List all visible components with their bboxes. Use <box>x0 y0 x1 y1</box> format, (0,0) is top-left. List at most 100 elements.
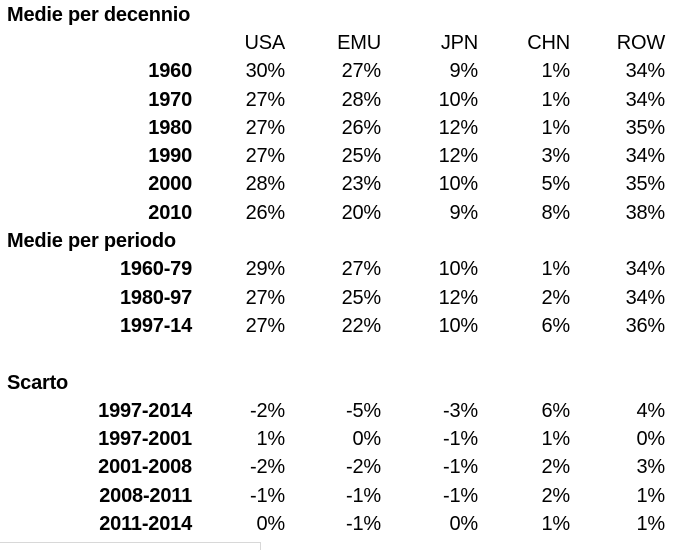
row-label: 1997-14 <box>120 314 192 337</box>
section-title-medie-per-periodo: Medie per periodo <box>7 230 176 253</box>
table-row: 2001-2008 -2% -2% -1% 2% 3% <box>0 454 694 482</box>
row-label: 2011-2014 <box>99 512 192 535</box>
cell-value: 26% <box>341 116 382 139</box>
row-label: 2008-2011 <box>99 484 192 507</box>
column-header-chn: CHN <box>527 31 570 54</box>
row-label: 1990 <box>148 145 192 168</box>
table-row: 1980-97 27% 25% 12% 2% 34% <box>0 284 694 312</box>
table-row: Medie per periodo <box>0 227 694 255</box>
cell-value: 1% <box>541 60 570 83</box>
cell-value: 10% <box>438 173 479 196</box>
row-label: 2010 <box>148 201 192 224</box>
cell-value: 10% <box>438 314 479 337</box>
cell-value: 28% <box>245 173 286 196</box>
cell-value: 12% <box>438 145 479 168</box>
cell-value: 4% <box>636 399 665 422</box>
cell-value: 38% <box>625 201 666 224</box>
cell-value: -1% <box>346 484 381 507</box>
cell-value: 27% <box>341 258 382 281</box>
cell-value: 34% <box>625 145 666 168</box>
cell-value: 6% <box>541 399 570 422</box>
cell-value: 0% <box>256 512 285 535</box>
table-row: 1970 27% 28% 10% 1% 34% <box>0 86 694 114</box>
cell-value: 1% <box>256 428 285 451</box>
cell-value: 25% <box>341 286 382 309</box>
table-row: Scarto <box>0 369 694 397</box>
table-row: 2008-2011 -1% -1% -1% 2% 1% <box>0 482 694 510</box>
cell-value: 9% <box>449 60 478 83</box>
cell-value: -1% <box>443 456 478 479</box>
row-label: 1997-2001 <box>98 428 192 451</box>
section-title-scarto: Scarto <box>7 371 69 394</box>
cell-value: -1% <box>443 428 478 451</box>
cell-value: 3% <box>541 145 570 168</box>
cell-value: 36% <box>625 314 666 337</box>
cell-value: -2% <box>250 399 285 422</box>
cell-value: 0% <box>352 428 381 451</box>
table-row: 1997-2001 1% 0% -1% 1% 0% <box>0 425 694 453</box>
table-row: 1960-79 29% 27% 10% 1% 34% <box>0 256 694 284</box>
row-label: 1980 <box>148 116 192 139</box>
cell-value: 12% <box>438 286 479 309</box>
cell-value: 28% <box>341 88 382 111</box>
row-label: 1970 <box>148 88 192 111</box>
cell-value: 1% <box>541 258 570 281</box>
cell-value: 5% <box>541 173 570 196</box>
cell-value: 10% <box>438 258 479 281</box>
cell-border-fragment-vertical <box>260 542 261 550</box>
cell-value: 35% <box>625 116 666 139</box>
cell-value: 12% <box>438 116 479 139</box>
row-label: 2000 <box>148 173 192 196</box>
column-header-jpn: JPN <box>440 31 478 54</box>
cell-border-fragment-horizontal <box>0 542 260 543</box>
row-label: 1960-79 <box>120 258 192 281</box>
cell-value: 1% <box>541 428 570 451</box>
cell-value: 0% <box>636 428 665 451</box>
column-header-row: ROW <box>616 31 665 54</box>
column-header-emu: EMU <box>337 31 381 54</box>
cell-value: 1% <box>636 512 665 535</box>
cell-value: -1% <box>346 512 381 535</box>
cell-value: 9% <box>449 201 478 224</box>
cell-value: 20% <box>341 201 382 224</box>
cell-value: 1% <box>541 88 570 111</box>
cell-value: -3% <box>443 399 478 422</box>
cell-value: 8% <box>541 201 570 224</box>
cell-value: 0% <box>449 512 478 535</box>
cell-value: 6% <box>541 314 570 337</box>
cell-value: 27% <box>245 314 286 337</box>
cell-value: 26% <box>245 201 286 224</box>
cell-value: 29% <box>245 258 286 281</box>
row-label: 2001-2008 <box>98 456 192 479</box>
cell-value: 27% <box>341 60 382 83</box>
section-title-medie-per-decennio: Medie per decennio <box>7 4 191 26</box>
cell-value: 30% <box>245 60 286 83</box>
cell-value: 1% <box>636 484 665 507</box>
table-row: Medie per decennio <box>0 1 694 29</box>
cell-value: 27% <box>245 88 286 111</box>
cell-value: -5% <box>346 399 381 422</box>
column-header-row: USA EMU JPN CHN ROW <box>0 29 694 57</box>
cell-value: 34% <box>625 60 666 83</box>
table-row: 1960 30% 27% 9% 1% 34% <box>0 58 694 86</box>
table-row: 1980 27% 26% 12% 1% 35% <box>0 114 694 142</box>
cell-value: 25% <box>341 145 382 168</box>
blank-row <box>0 341 694 369</box>
cell-value: 2% <box>541 286 570 309</box>
cell-value: 22% <box>341 314 382 337</box>
cell-value: 34% <box>625 258 666 281</box>
cell-value: 34% <box>625 286 666 309</box>
table-row: 2011-2014 0% -1% 0% 1% 1% <box>0 510 694 538</box>
row-label: 1960 <box>148 60 192 83</box>
table-row: 1997-14 27% 22% 10% 6% 36% <box>0 312 694 340</box>
cell-value: 34% <box>625 88 666 111</box>
cell-value: 27% <box>245 286 286 309</box>
cell-value: 3% <box>636 456 665 479</box>
cell-value: 23% <box>341 173 382 196</box>
cell-value: -2% <box>346 456 381 479</box>
cell-value: 2% <box>541 484 570 507</box>
row-label: 1980-97 <box>120 286 192 309</box>
cell-value: 27% <box>245 145 286 168</box>
row-label: 1997-2014 <box>98 399 192 422</box>
